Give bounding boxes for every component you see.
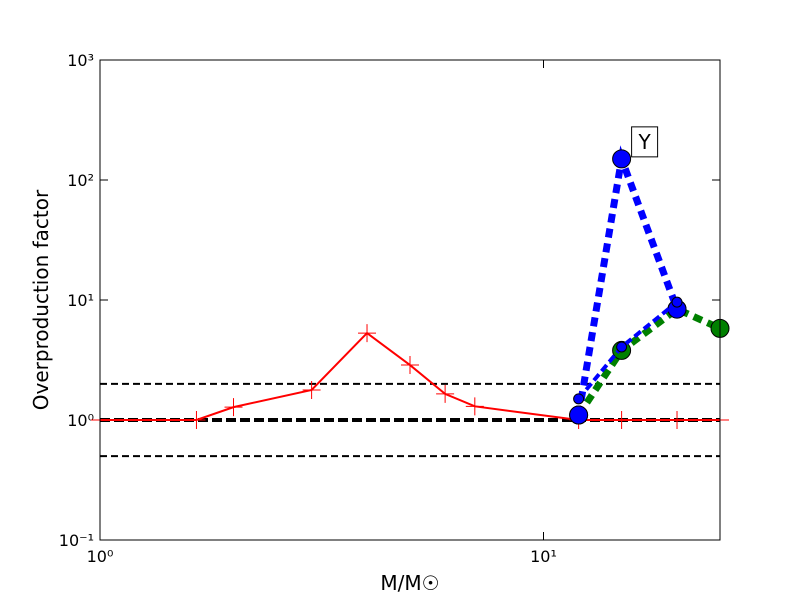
x-tick-label: 10⁰ — [87, 547, 114, 566]
series-line — [100, 331, 720, 421]
marker — [436, 384, 455, 403]
marker — [612, 411, 631, 429]
marker — [668, 411, 687, 429]
plot-frame — [99, 59, 721, 541]
x-axis-label: M/M☉ — [380, 571, 439, 595]
series-line — [575, 305, 722, 417]
y-tick-label: 10⁻¹ — [59, 531, 94, 550]
x-tick-label: 10¹ — [530, 547, 557, 566]
y-tick-label: 10⁰ — [67, 411, 94, 430]
marker — [616, 341, 628, 353]
marker — [569, 405, 589, 425]
annotation-box — [631, 126, 659, 158]
marker — [465, 397, 484, 416]
plot-area — [100, 60, 720, 540]
marker — [671, 296, 683, 308]
marker — [401, 356, 419, 375]
marker — [358, 324, 377, 343]
y-axis-label: Overproduction factor — [29, 189, 53, 410]
annotation: Y — [637, 130, 651, 154]
marker — [224, 398, 243, 417]
y-tick-label: 10¹ — [67, 291, 94, 310]
marker — [612, 149, 632, 169]
marker — [573, 393, 585, 405]
y-tick-label: 10² — [67, 171, 94, 190]
marker — [187, 411, 206, 429]
marker — [302, 380, 321, 399]
y-tick-label: 10³ — [67, 51, 94, 70]
